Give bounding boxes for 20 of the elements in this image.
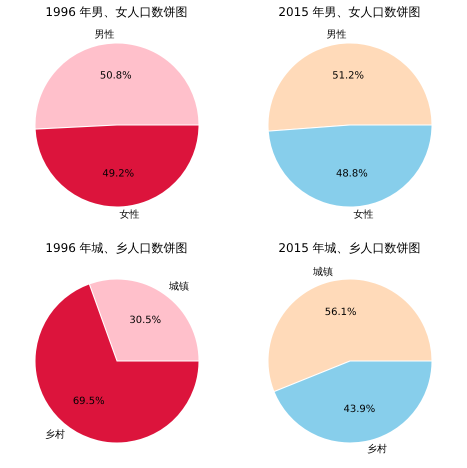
slice-label: 城镇 (312, 266, 333, 278)
chart-title: 1996 年城、乡人口数饼图 (44, 240, 189, 257)
slice-label: 城镇 (168, 280, 189, 293)
data-label: 69.5% (72, 396, 105, 407)
slice-label: 女性 (119, 208, 140, 221)
data-label: 51.2% (332, 70, 364, 82)
data-label: 49.2% (102, 168, 134, 180)
data-label: 30.5% (129, 315, 162, 326)
slice-label: 乡村 (45, 428, 66, 440)
slice-label: 女性 (353, 208, 374, 221)
chart-title: 2015 年城、乡人口数饼图 (277, 240, 422, 257)
chart-title: 2015 年男、女人口数饼图 (277, 4, 422, 21)
slice-label: 男性 (94, 28, 115, 40)
data-label: 43.9% (343, 404, 376, 415)
slice-label: 男性 (326, 28, 347, 40)
data-label: 50.8% (100, 70, 132, 82)
data-label: 56.1% (324, 307, 357, 318)
chart-title: 1996 年男、女人口数饼图 (44, 4, 189, 21)
data-label: 48.8% (336, 168, 368, 180)
slice-label: 乡村 (367, 443, 388, 456)
